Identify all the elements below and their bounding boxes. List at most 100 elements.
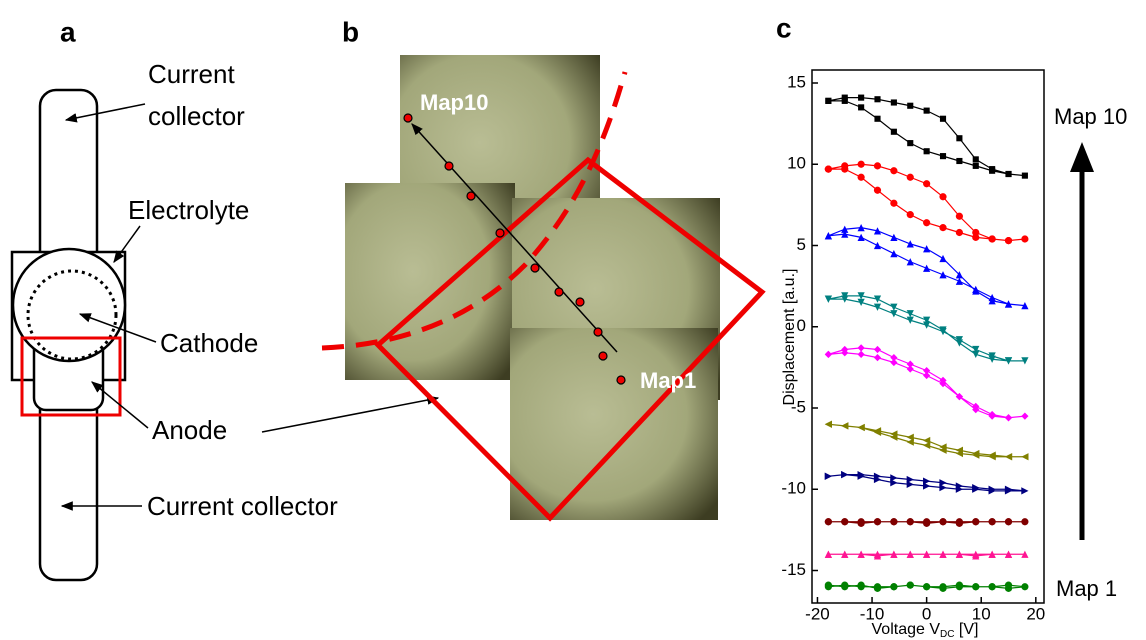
data-point xyxy=(956,583,963,590)
data-point xyxy=(939,585,946,592)
y-axis-label: Displacement [a.u.] xyxy=(781,269,798,406)
data-point xyxy=(907,518,914,525)
image-tile xyxy=(510,328,718,520)
data-point xyxy=(907,434,914,441)
data-point xyxy=(874,346,881,353)
data-point xyxy=(989,518,996,525)
x-label-part: Voltage V xyxy=(872,621,941,638)
data-point xyxy=(1005,237,1012,244)
annotation: Map 10 xyxy=(1054,104,1127,129)
panel-b: b Map10 Map1 xyxy=(322,16,762,520)
y-tick-label: -10 xyxy=(781,479,806,498)
data-point xyxy=(907,211,914,218)
data-point xyxy=(858,161,865,168)
data-point xyxy=(1021,518,1028,525)
data-point xyxy=(1021,583,1028,590)
data-point xyxy=(841,582,848,589)
data-point xyxy=(1005,453,1012,460)
y-tick-label: 5 xyxy=(797,235,806,254)
data-point xyxy=(923,583,930,590)
arrow xyxy=(262,398,438,432)
data-point xyxy=(923,265,930,272)
label: Cathode xyxy=(160,328,258,358)
data-point xyxy=(907,174,914,181)
data-point xyxy=(858,344,865,351)
data-point xyxy=(939,271,946,278)
data-point xyxy=(1021,235,1028,242)
data-point xyxy=(923,437,930,444)
data-point xyxy=(973,156,979,162)
data-point xyxy=(858,351,865,358)
data-point xyxy=(874,162,881,169)
x-tick-label: 0 xyxy=(922,604,931,623)
data-point xyxy=(907,103,913,109)
map-label: Map1 xyxy=(640,368,696,393)
data-point xyxy=(940,116,946,122)
data-point xyxy=(1021,413,1028,420)
data-point xyxy=(939,224,946,231)
data-point xyxy=(989,583,996,590)
panel-letter: a xyxy=(60,16,76,47)
data-point xyxy=(907,310,914,317)
data-point xyxy=(907,258,914,265)
data-point xyxy=(973,163,979,169)
data-point xyxy=(842,98,848,104)
data-point xyxy=(874,518,881,525)
data-point xyxy=(841,422,848,429)
data-point xyxy=(989,294,996,301)
data-point xyxy=(825,518,832,525)
x-tick-label: -10 xyxy=(860,604,885,623)
data-point xyxy=(924,148,930,154)
x-label-sub: DC xyxy=(940,629,954,640)
data-point xyxy=(923,180,930,187)
y-tick-label: -15 xyxy=(781,560,806,579)
data-point xyxy=(1021,453,1028,460)
annotation: Map 1 xyxy=(1056,576,1117,601)
data-point xyxy=(890,359,897,366)
data-point xyxy=(923,219,930,226)
data-point xyxy=(907,140,913,146)
data-point xyxy=(1005,414,1012,421)
data-point xyxy=(923,322,930,329)
data-point xyxy=(1005,582,1012,589)
data-point xyxy=(939,479,946,486)
data-point xyxy=(907,317,914,324)
x-tick-label: 20 xyxy=(1026,604,1045,623)
data-point xyxy=(825,473,832,480)
data-point xyxy=(890,518,897,525)
data-point xyxy=(956,278,963,285)
data-point xyxy=(972,234,979,241)
data-point xyxy=(956,213,963,220)
data-point xyxy=(1021,487,1028,494)
data-point xyxy=(923,478,930,485)
data-point xyxy=(874,116,880,122)
y-tick-label: 10 xyxy=(787,154,806,173)
data-point xyxy=(858,583,865,590)
data-point xyxy=(956,135,962,141)
data-point xyxy=(874,96,880,102)
data-point xyxy=(891,99,897,105)
data-point xyxy=(874,187,881,194)
data-point xyxy=(956,158,962,164)
arrow-head xyxy=(1070,142,1094,172)
y-tick-label: -5 xyxy=(791,397,806,416)
map-label: Map10 xyxy=(420,90,488,115)
x-label-part: [V] xyxy=(954,621,978,638)
data-point xyxy=(890,583,897,590)
loop-line xyxy=(828,164,1025,240)
data-point xyxy=(1005,171,1011,177)
data-point xyxy=(841,166,848,173)
y-tick-label: 0 xyxy=(797,316,806,335)
data-point xyxy=(890,474,897,481)
data-point xyxy=(1022,173,1028,179)
data-point xyxy=(890,310,897,317)
x-tick-label: -20 xyxy=(805,604,830,623)
data-point xyxy=(907,582,914,589)
data-point xyxy=(825,351,832,358)
data-point xyxy=(989,235,996,242)
data-point xyxy=(939,518,946,525)
data-point xyxy=(907,240,914,247)
data-point xyxy=(891,129,897,135)
data-point xyxy=(825,98,831,104)
data-point xyxy=(972,518,979,525)
